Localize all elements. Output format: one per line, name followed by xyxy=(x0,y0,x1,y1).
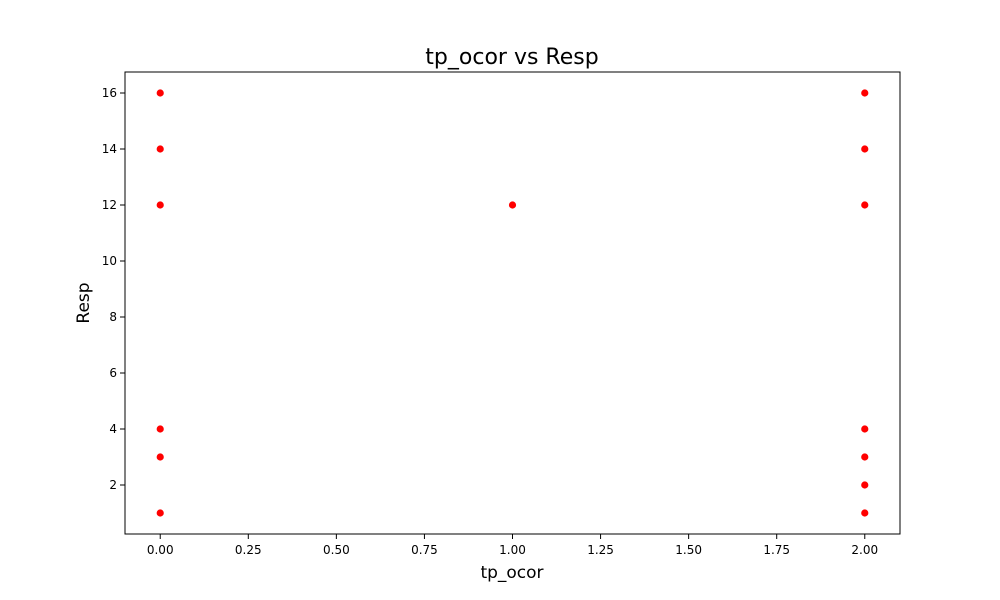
plot-area xyxy=(124,71,901,535)
data-point xyxy=(861,481,869,489)
data-point xyxy=(156,89,164,97)
y-tick-label: 8 xyxy=(109,310,117,324)
x-tick-label: 1.75 xyxy=(763,543,790,557)
x-tick-label: 1.50 xyxy=(675,543,702,557)
x-tick-label: 0.25 xyxy=(235,543,262,557)
x-tick-label: 0.75 xyxy=(411,543,438,557)
chart-title: tp_ocor vs Resp xyxy=(425,45,598,70)
data-point xyxy=(861,145,869,153)
data-point xyxy=(508,201,517,209)
data-point xyxy=(156,453,164,461)
data-point xyxy=(156,425,164,433)
data-point xyxy=(156,201,164,209)
x-tick-label: 2.00 xyxy=(851,543,878,557)
x-tick-label: 0.50 xyxy=(323,543,350,557)
data-point xyxy=(156,145,164,153)
data-points xyxy=(156,89,869,517)
y-tick-label: 2 xyxy=(109,478,117,492)
y-tick-label: 14 xyxy=(102,142,117,156)
y-tick-label: 10 xyxy=(102,254,117,268)
x-axis-label: tp_ocor xyxy=(480,563,543,583)
x-tick-label: 1.25 xyxy=(587,543,614,557)
data-point xyxy=(861,453,869,461)
x-axis: 0.00 0.25 0.50 0.75 1.00 1.25 1.50 1.75 2.00 xyxy=(147,534,878,557)
y-tick-label: 16 xyxy=(102,86,117,100)
data-point xyxy=(861,509,869,517)
data-point xyxy=(861,425,869,433)
data-point xyxy=(861,89,869,97)
data-point xyxy=(861,201,869,209)
data-point xyxy=(156,509,164,517)
y-tick-label: 12 xyxy=(102,198,117,212)
y-tick-label: 4 xyxy=(109,422,117,436)
y-tick-label: 6 xyxy=(109,366,117,380)
x-tick-label: 0.00 xyxy=(147,543,174,557)
x-tick-label: 1.00 xyxy=(499,543,526,557)
y-axis-label: Resp xyxy=(74,282,94,323)
y-axis: 2 4 6 8 10 12 14 16 xyxy=(102,86,125,492)
